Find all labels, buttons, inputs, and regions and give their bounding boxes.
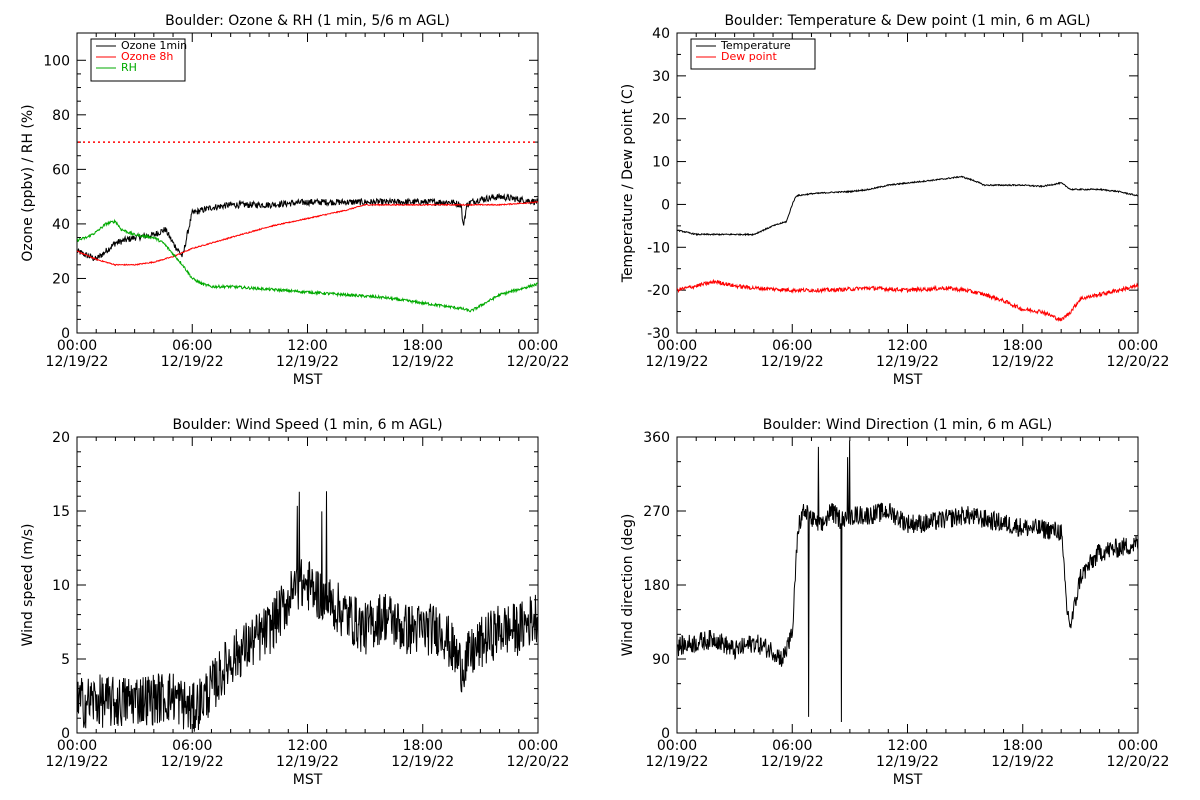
x-tick-time-label: 12:00 xyxy=(287,738,327,754)
x-tick-date-label: 12/20/22 xyxy=(1107,354,1170,370)
y-tick-label: 30 xyxy=(652,69,670,85)
x-axis-label: MST xyxy=(893,372,923,388)
x-tick-date-label: 12/20/22 xyxy=(507,354,570,370)
series-line xyxy=(676,440,1139,723)
y-tick-label: 20 xyxy=(52,430,70,446)
x-tick-time-label: 18:00 xyxy=(1003,338,1043,354)
x-tick-date-label: 12/19/22 xyxy=(276,754,339,770)
x-tick-date-label: 12/19/22 xyxy=(276,354,339,370)
y-axis-label: Wind speed (m/s) xyxy=(20,524,36,647)
legend-label: Ozone 8h xyxy=(121,50,173,63)
y-axis-label: Wind direction (deg) xyxy=(620,514,636,657)
x-axis-label: MST xyxy=(293,772,323,788)
y-tick-label: 10 xyxy=(652,155,670,171)
x-axis-label: MST xyxy=(293,372,323,388)
plot-frame xyxy=(676,436,1139,734)
y-axis-label: Temperature / Dew point (C) xyxy=(620,84,636,283)
chart-title: Boulder: Temperature & Dew point (1 min,… xyxy=(724,13,1090,29)
chart-panel-4: Boulder: Wind Direction (1 min, 6 m AGL)… xyxy=(620,417,1169,788)
y-tick-label: 0 xyxy=(661,197,670,213)
x-axis-label: MST xyxy=(893,772,923,788)
x-tick-time-label: 00:00 xyxy=(1118,338,1158,354)
y-tick-label: 5 xyxy=(61,652,70,668)
y-tick-label: 60 xyxy=(52,162,70,178)
series-line xyxy=(76,193,539,262)
y-tick-label: 80 xyxy=(52,108,70,124)
x-tick-date-label: 12/19/22 xyxy=(991,354,1054,370)
x-tick-date-label: 12/19/22 xyxy=(391,754,454,770)
x-tick-date-label: 12/19/22 xyxy=(46,754,109,770)
x-tick-time-label: 00:00 xyxy=(57,338,97,354)
series-line xyxy=(676,175,1139,237)
series-line xyxy=(76,201,539,267)
x-tick-date-label: 12/19/22 xyxy=(161,354,224,370)
series-line xyxy=(676,278,1139,323)
x-tick-time-label: 18:00 xyxy=(403,338,443,354)
x-tick-date-label: 12/19/22 xyxy=(646,754,709,770)
y-axis-label: Ozone (ppbv) / RH (%) xyxy=(20,104,36,261)
legend-label: Temperature xyxy=(720,39,791,52)
y-tick-label: 90 xyxy=(652,652,670,668)
chart-panel-1: Boulder: Ozone & RH (1 min, 5/6 m AGL) 0 2… xyxy=(20,13,569,388)
series-line xyxy=(76,491,539,732)
x-tick-date-label: 12/19/22 xyxy=(876,354,939,370)
y-tick-label: 15 xyxy=(52,504,70,520)
legend-box xyxy=(690,38,816,70)
legend-label: Dew point xyxy=(721,50,777,63)
x-tick-time-label: 18:00 xyxy=(1003,738,1043,754)
x-tick-time-label: 12:00 xyxy=(887,338,927,354)
y-tick-label: 0 xyxy=(61,326,70,342)
x-tick-time-label: 06:00 xyxy=(172,738,212,754)
x-tick-date-label: 12/19/22 xyxy=(876,754,939,770)
y-tick-label: 180 xyxy=(643,578,670,594)
y-tick-label: 10 xyxy=(52,578,70,594)
y-tick-label: 20 xyxy=(652,112,670,128)
x-tick-date-label: 12/19/22 xyxy=(761,354,824,370)
y-tick-label: -30 xyxy=(647,326,670,342)
x-tick-date-label: 12/19/22 xyxy=(161,754,224,770)
y-tick-label: 270 xyxy=(643,504,670,520)
x-tick-date-label: 12/20/22 xyxy=(507,754,570,770)
x-tick-date-label: 12/19/22 xyxy=(991,754,1054,770)
chart-title: Boulder: Wind Direction (1 min, 6 m AGL) xyxy=(763,417,1052,433)
y-tick-label: 20 xyxy=(52,271,70,287)
y-tick-label: 0 xyxy=(661,726,670,742)
y-tick-label: 100 xyxy=(43,53,70,69)
x-tick-date-label: 12/19/22 xyxy=(761,754,824,770)
x-tick-time-label: 06:00 xyxy=(772,338,812,354)
legend-label: Ozone 1min xyxy=(121,39,187,52)
x-tick-time-label: 00:00 xyxy=(518,338,558,354)
y-tick-label: 0 xyxy=(61,726,70,742)
legend-label: RH xyxy=(121,61,137,74)
x-tick-time-label: 12:00 xyxy=(287,338,327,354)
y-tick-label: 40 xyxy=(52,217,70,233)
x-tick-time-label: 00:00 xyxy=(657,738,697,754)
chart-panel-2: Boulder: Temperature & Dew point (1 min,… xyxy=(620,13,1169,388)
x-tick-time-label: 06:00 xyxy=(772,738,812,754)
x-tick-time-label: 00:00 xyxy=(57,738,97,754)
y-tick-label: 40 xyxy=(652,26,670,42)
x-tick-time-label: 12:00 xyxy=(887,738,927,754)
x-tick-time-label: 06:00 xyxy=(172,338,212,354)
x-tick-date-label: 12/19/22 xyxy=(46,354,109,370)
x-tick-time-label: 00:00 xyxy=(518,738,558,754)
x-tick-time-label: 18:00 xyxy=(403,738,443,754)
chart-title: Boulder: Wind Speed (1 min, 6 m AGL) xyxy=(172,417,442,433)
chart-title: Boulder: Ozone & RH (1 min, 5/6 m AGL) xyxy=(165,13,450,29)
x-tick-time-label: 00:00 xyxy=(1118,738,1158,754)
series-line xyxy=(77,218,539,313)
y-tick-label: -20 xyxy=(647,283,670,299)
y-tick-label: 360 xyxy=(643,430,670,446)
x-tick-time-label: 00:00 xyxy=(657,338,697,354)
x-tick-date-label: 12/19/22 xyxy=(646,354,709,370)
y-tick-label: -10 xyxy=(647,240,670,256)
chart-panel-3: Boulder: Wind Speed (1 min, 6 m AGL) 0 5 10… xyxy=(20,417,569,788)
x-tick-date-label: 12/20/22 xyxy=(1107,754,1170,770)
x-tick-date-label: 12/19/22 xyxy=(391,354,454,370)
